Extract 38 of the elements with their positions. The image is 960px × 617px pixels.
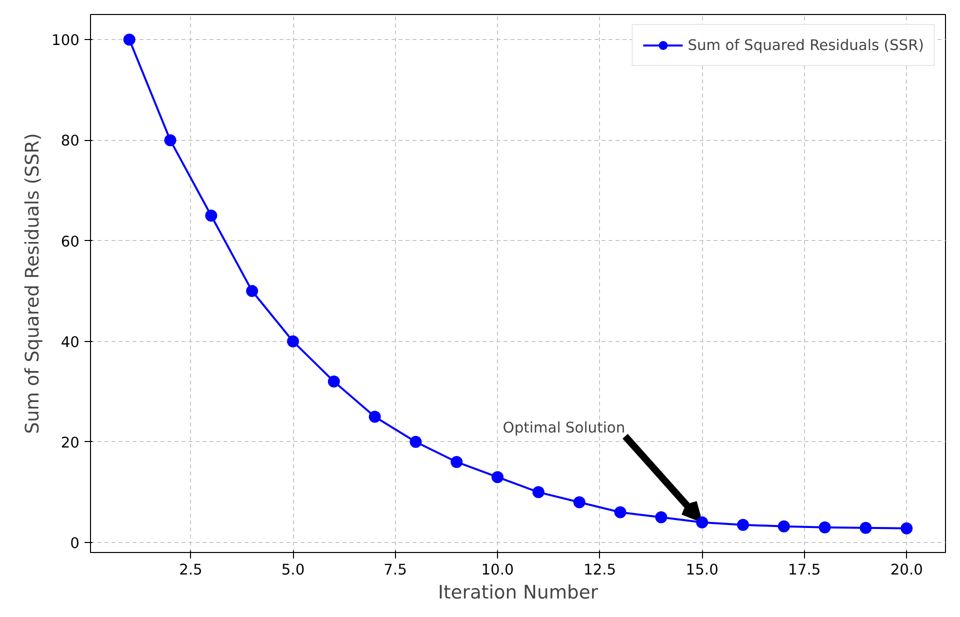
- point: [737, 518, 749, 531]
- y-tick-label: 0: [70, 534, 80, 552]
- x-tick-label: 7.5: [384, 562, 407, 578]
- point: [368, 410, 381, 423]
- point: [450, 456, 463, 468]
- x-tick-label: 12.5: [584, 562, 616, 578]
- x-tick-label: 2.5: [179, 562, 202, 578]
- point: [205, 210, 218, 222]
- x-tick-label: 20.0: [890, 562, 923, 578]
- y-tick-label: 20: [60, 434, 80, 452]
- point: [532, 486, 544, 498]
- point: [818, 521, 831, 534]
- point: [164, 134, 176, 146]
- y-tick-label: 40: [60, 334, 80, 351]
- y-tick-label: 80: [60, 132, 80, 150]
- point: [287, 335, 299, 348]
- y-tick-label: 60: [60, 233, 80, 250]
- point: [860, 522, 872, 534]
- point: [696, 516, 708, 528]
- y-axis-title: Sum of Squared Residuals (SSR): [22, 133, 44, 434]
- x-tick-label: 17.5: [788, 562, 821, 578]
- point: [328, 376, 340, 388]
- legend-label: Sum of Squared Residuals (SSR): [688, 36, 924, 54]
- x-tick-label: 5.0: [281, 562, 305, 578]
- point: [778, 520, 790, 532]
- point: [900, 522, 913, 534]
- point: [246, 285, 258, 298]
- y-tick-label: 100: [52, 32, 80, 50]
- point: [573, 496, 586, 508]
- point: [492, 471, 504, 484]
- point: [655, 511, 668, 524]
- point: [123, 34, 136, 46]
- x-tick-label: 10.0: [481, 562, 514, 578]
- x-axis-title: Iteration Number: [438, 582, 598, 604]
- point: [614, 506, 626, 518]
- annotation: Optimal Solution: [502, 419, 626, 436]
- x-tick-label: 15.0: [686, 562, 718, 578]
- point: [410, 436, 422, 448]
